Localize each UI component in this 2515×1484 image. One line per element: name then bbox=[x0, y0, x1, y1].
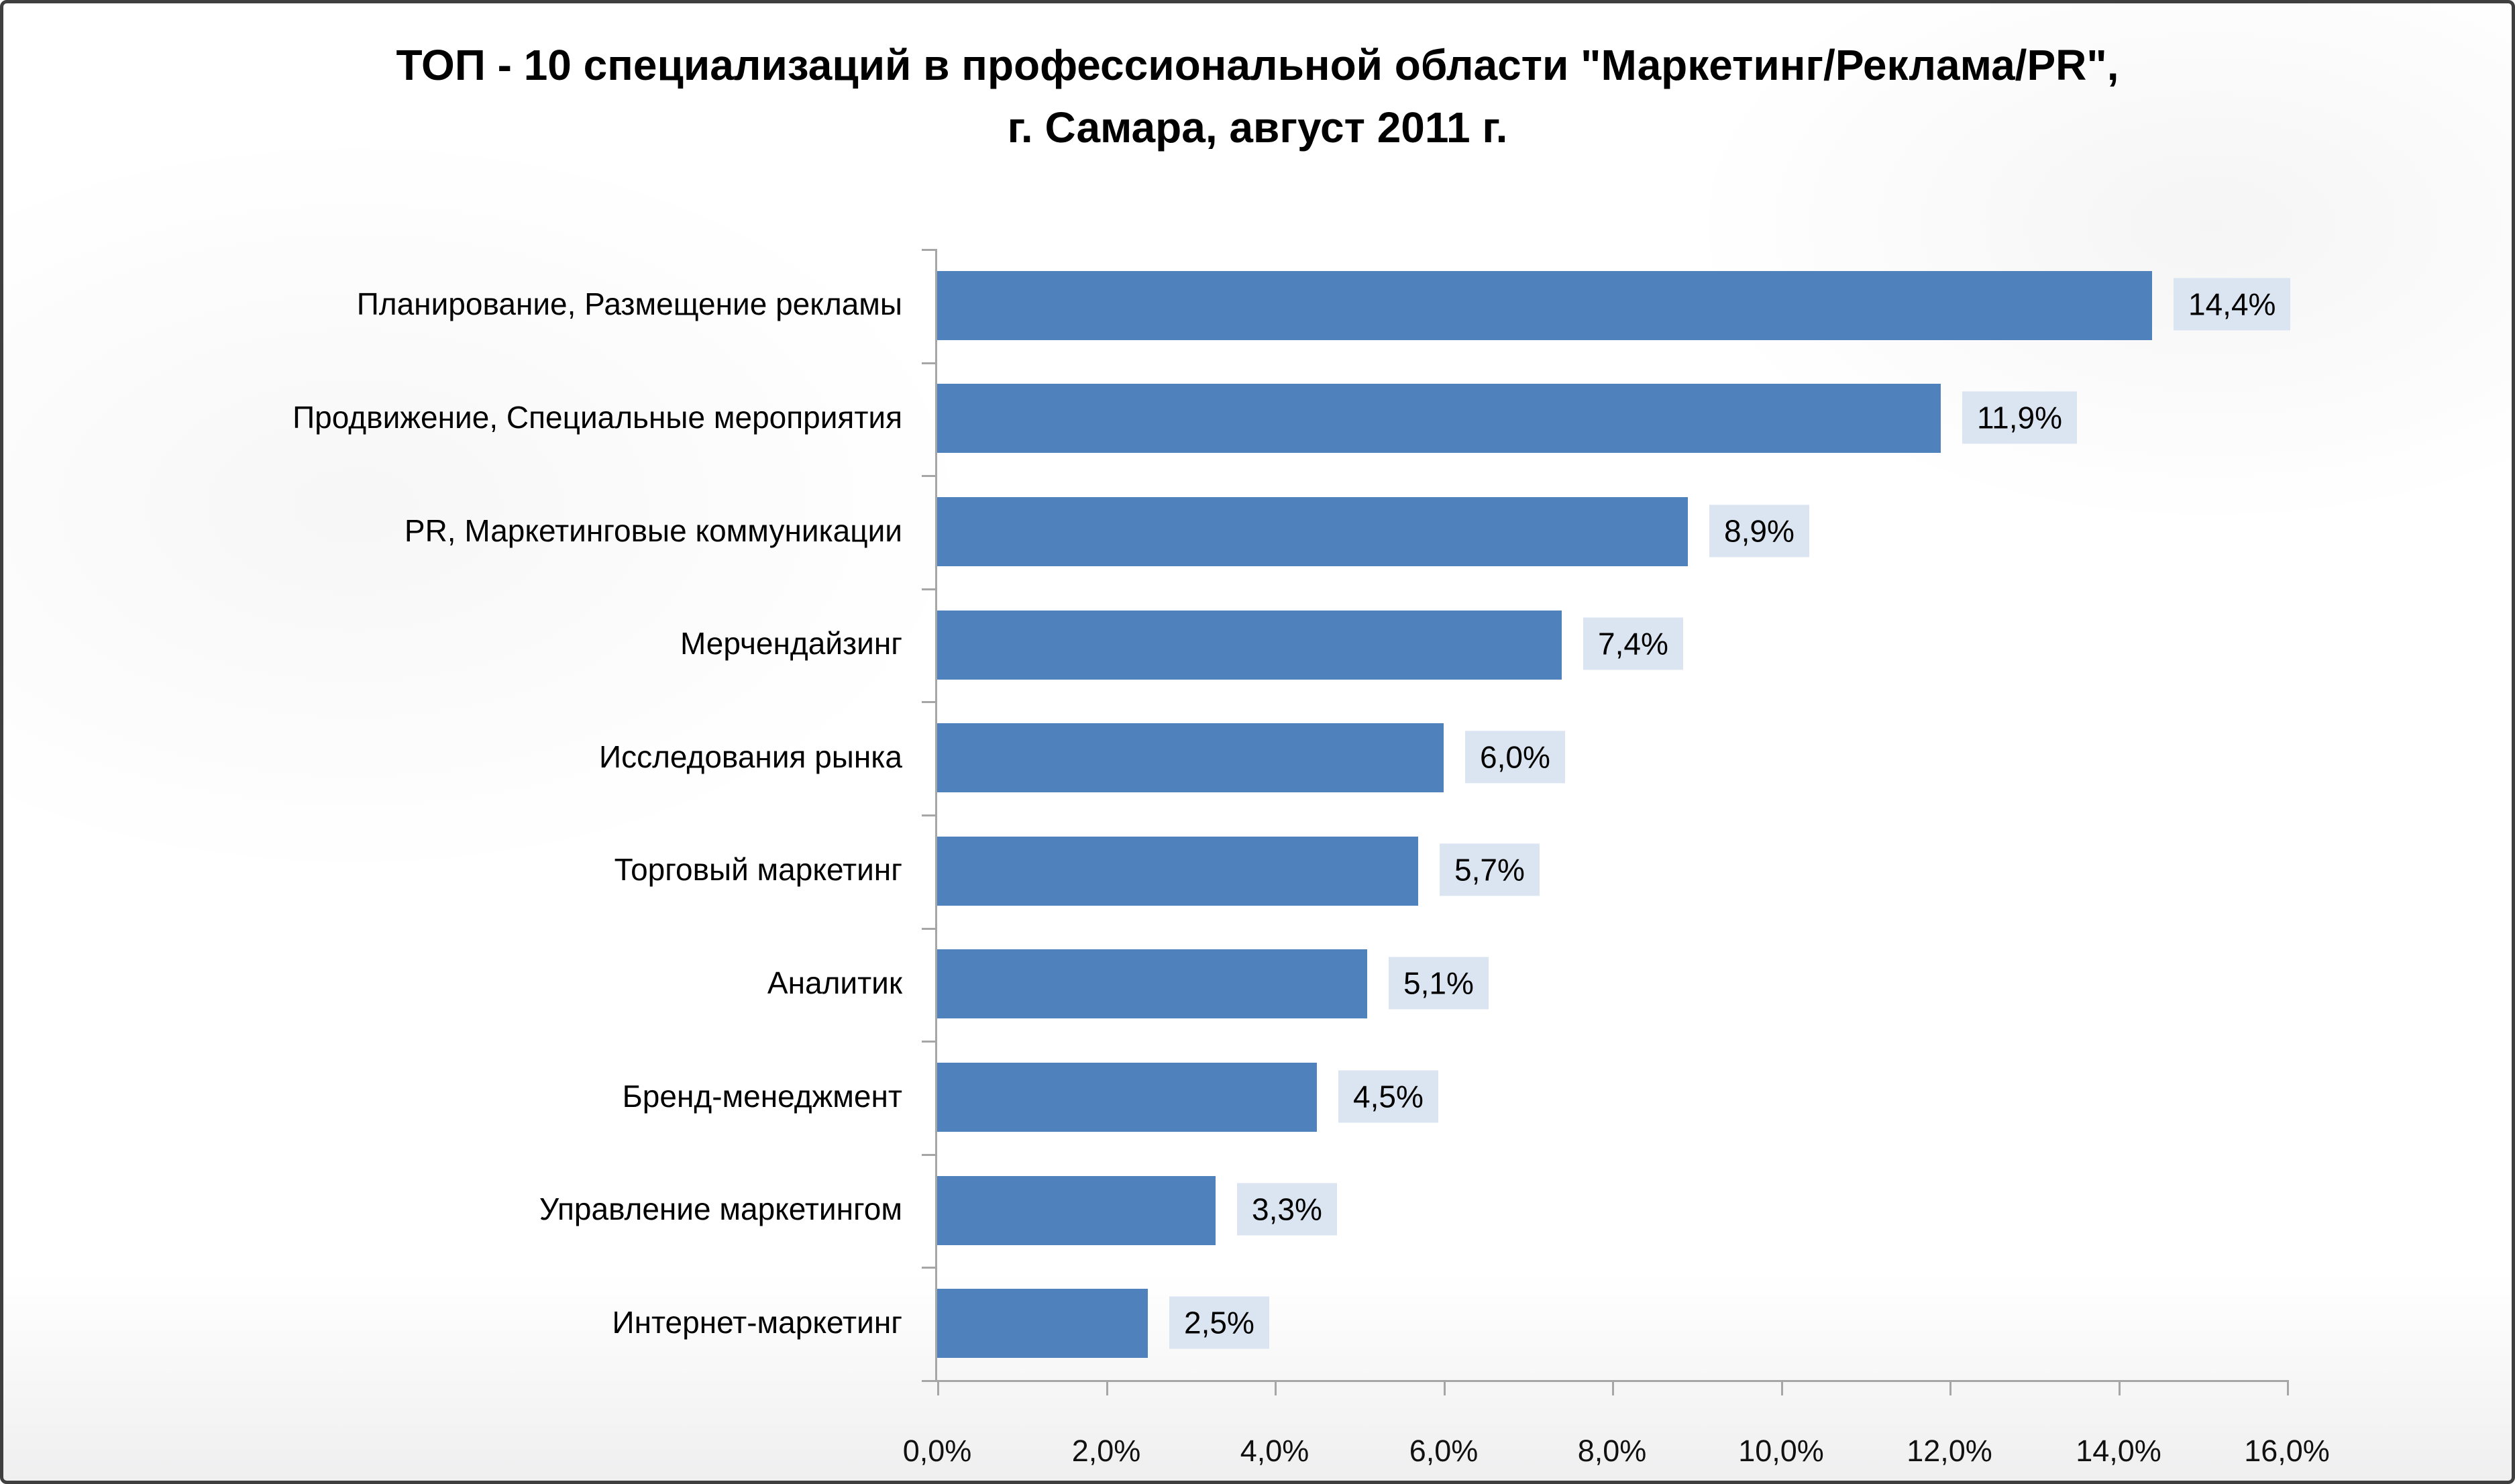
x-axis-tick-label: 14,0% bbox=[2076, 1434, 2161, 1468]
chart-title: ТОП - 10 специализаций в профессионально… bbox=[3, 34, 2512, 159]
x-axis-tick bbox=[1106, 1380, 1108, 1395]
x-axis-tick bbox=[1781, 1380, 1783, 1395]
bar bbox=[937, 497, 1688, 566]
category-label: PR, Маркетинговые коммуникации bbox=[404, 513, 902, 548]
x-axis-tick bbox=[2119, 1380, 2121, 1395]
bar-value-label: 5,7% bbox=[1440, 843, 1540, 896]
x-axis-tick bbox=[2287, 1380, 2289, 1395]
plot-area: Планирование, Размещение рекламы 14,4% Про… bbox=[3, 3, 2512, 1481]
bar-value-label: 14,4% bbox=[2174, 278, 2291, 331]
x-axis-tick-label: 8,0% bbox=[1577, 1434, 1647, 1468]
y-axis-tick bbox=[922, 249, 935, 251]
bar-value-label: 2,5% bbox=[1169, 1296, 1269, 1349]
bar-value-label: 5,1% bbox=[1389, 957, 1489, 1010]
x-axis-tick-label: 10,0% bbox=[1738, 1434, 1824, 1468]
y-axis-tick bbox=[922, 928, 935, 930]
bar-value-label: 7,4% bbox=[1583, 617, 1683, 670]
x-axis-tick-label: 4,0% bbox=[1240, 1434, 1309, 1468]
bar-value-label: 6,0% bbox=[1465, 731, 1565, 784]
bar-value-label: 4,5% bbox=[1338, 1070, 1438, 1123]
y-axis-tick bbox=[922, 475, 935, 477]
bar bbox=[937, 837, 1418, 906]
chart-title-line2: г. Самара, август 2011 г. bbox=[1007, 103, 1508, 152]
bar bbox=[937, 384, 1941, 453]
category-label: Исследования рынка bbox=[599, 739, 902, 774]
y-axis-tick bbox=[922, 1041, 935, 1043]
x-axis-tick bbox=[1612, 1380, 1614, 1395]
x-axis-tick bbox=[1275, 1380, 1277, 1395]
bar-value-label: 11,9% bbox=[1962, 391, 2078, 444]
x-axis-tick-label: 6,0% bbox=[1409, 1434, 1479, 1468]
y-axis bbox=[935, 249, 937, 1380]
bar bbox=[937, 271, 2152, 340]
x-axis-tick bbox=[1444, 1380, 1446, 1395]
category-label: Планирование, Размещение рекламы bbox=[356, 286, 902, 321]
bar bbox=[937, 723, 1444, 792]
x-axis-tick-label: 16,0% bbox=[2244, 1434, 2330, 1468]
x-axis-tick bbox=[1949, 1380, 1951, 1395]
category-label: Продвижение, Специальные мероприятия bbox=[292, 399, 902, 435]
category-label: Управление маркетингом bbox=[539, 1191, 902, 1226]
chart-title-line1: ТОП - 10 специализаций в профессионально… bbox=[396, 41, 2119, 89]
bar bbox=[937, 1289, 1148, 1358]
bar bbox=[937, 1176, 1216, 1245]
x-axis bbox=[924, 1380, 2289, 1382]
x-axis-tick-label: 12,0% bbox=[1907, 1434, 1992, 1468]
category-label: Мерчендайзинг bbox=[680, 625, 902, 661]
bar bbox=[937, 611, 1562, 680]
y-axis-tick bbox=[922, 1154, 935, 1156]
y-axis-tick bbox=[922, 814, 935, 816]
category-label: Интернет-маркетинг bbox=[612, 1304, 902, 1340]
x-axis-tick-label: 0,0% bbox=[902, 1434, 972, 1468]
bar bbox=[937, 949, 1367, 1018]
y-axis-tick bbox=[922, 1267, 935, 1269]
category-label: Бренд-менеджмент bbox=[622, 1078, 902, 1114]
x-axis-tick bbox=[937, 1380, 939, 1395]
y-axis-tick bbox=[922, 1380, 935, 1382]
bar bbox=[937, 1063, 1317, 1132]
bar-value-label: 3,3% bbox=[1237, 1183, 1337, 1236]
y-axis-tick bbox=[922, 701, 935, 703]
y-axis-tick bbox=[922, 588, 935, 590]
category-label: Торговый маркетинг bbox=[614, 851, 902, 887]
bar-value-label: 8,9% bbox=[1709, 505, 1809, 558]
y-axis-tick bbox=[922, 362, 935, 364]
category-label: Аналитик bbox=[767, 965, 902, 1000]
x-axis-tick-label: 2,0% bbox=[1071, 1434, 1141, 1468]
